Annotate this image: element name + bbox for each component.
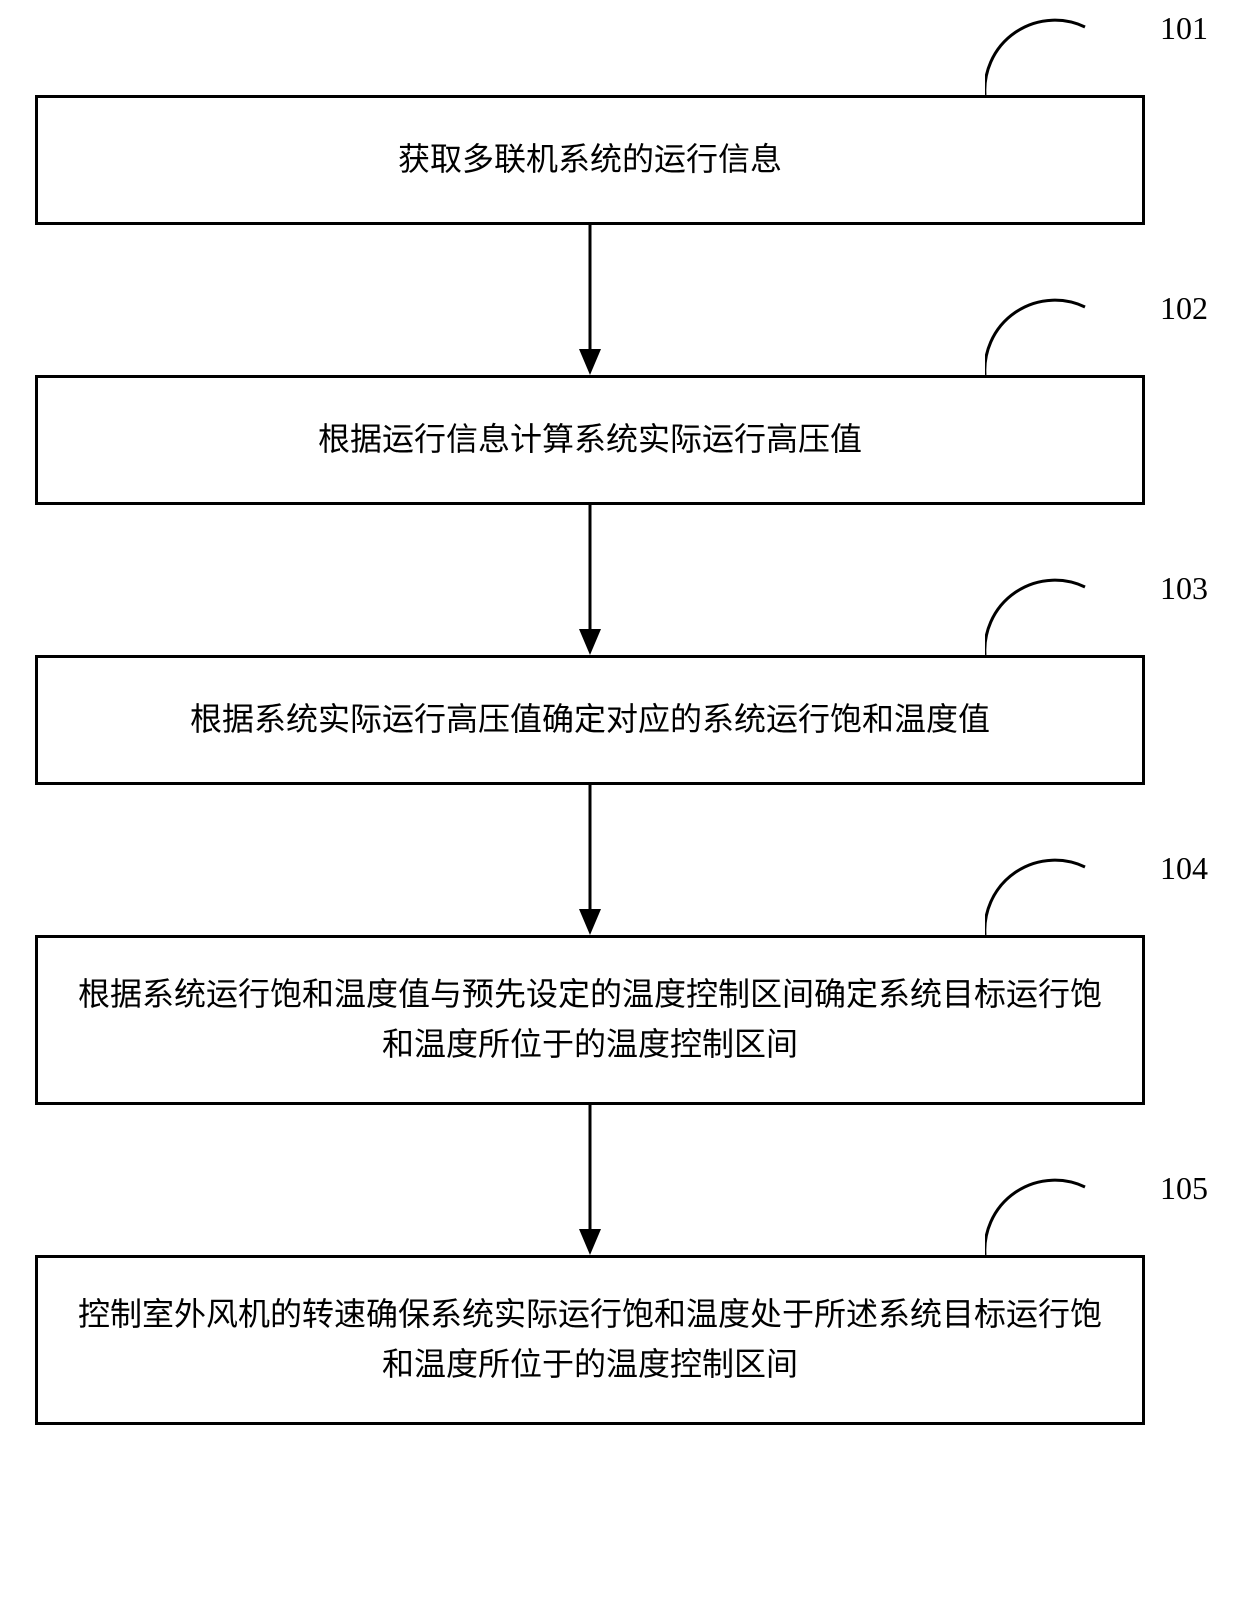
- step-box-104: 根据系统运行饱和温度值与预先设定的温度控制区间确定系统目标运行饱 和温度所位于的…: [35, 935, 1145, 1105]
- arrow-102-103: [568, 505, 612, 655]
- step-text-104: 根据系统运行饱和温度值与预先设定的温度控制区间确定系统目标运行饱 和温度所位于的…: [78, 970, 1102, 1069]
- callout-arc-105: [985, 1175, 1145, 1265]
- callout-label-104: 104: [1160, 850, 1208, 887]
- callout-arc-101: [985, 15, 1145, 105]
- step-text-105: 控制室外风机的转速确保系统实际运行饱和温度处于所述系统目标运行饱 和温度所位于的…: [78, 1290, 1102, 1389]
- callout-label-102: 102: [1160, 290, 1208, 327]
- callout-arc-103: [985, 575, 1145, 665]
- step-box-102: 根据运行信息计算系统实际运行高压值: [35, 375, 1145, 505]
- arrow-103-104: [568, 785, 612, 935]
- callout-arc-104: [985, 855, 1145, 945]
- step-text-103: 根据系统实际运行高压值确定对应的系统运行饱和温度值: [190, 695, 990, 745]
- arrow-101-102: [568, 225, 612, 375]
- step-box-103: 根据系统实际运行高压值确定对应的系统运行饱和温度值: [35, 655, 1145, 785]
- step-text-101: 获取多联机系统的运行信息: [398, 135, 782, 185]
- flowchart-container: 获取多联机系统的运行信息 101 根据运行信息计算系统实际运行高压值 102 根…: [0, 0, 1240, 1597]
- arrow-104-105: [568, 1105, 612, 1255]
- callout-label-101: 101: [1160, 10, 1208, 47]
- step-box-101: 获取多联机系统的运行信息: [35, 95, 1145, 225]
- callout-label-105: 105: [1160, 1170, 1208, 1207]
- step-text-102: 根据运行信息计算系统实际运行高压值: [318, 415, 862, 465]
- callout-label-103: 103: [1160, 570, 1208, 607]
- callout-arc-102: [985, 295, 1145, 385]
- step-box-105: 控制室外风机的转速确保系统实际运行饱和温度处于所述系统目标运行饱 和温度所位于的…: [35, 1255, 1145, 1425]
